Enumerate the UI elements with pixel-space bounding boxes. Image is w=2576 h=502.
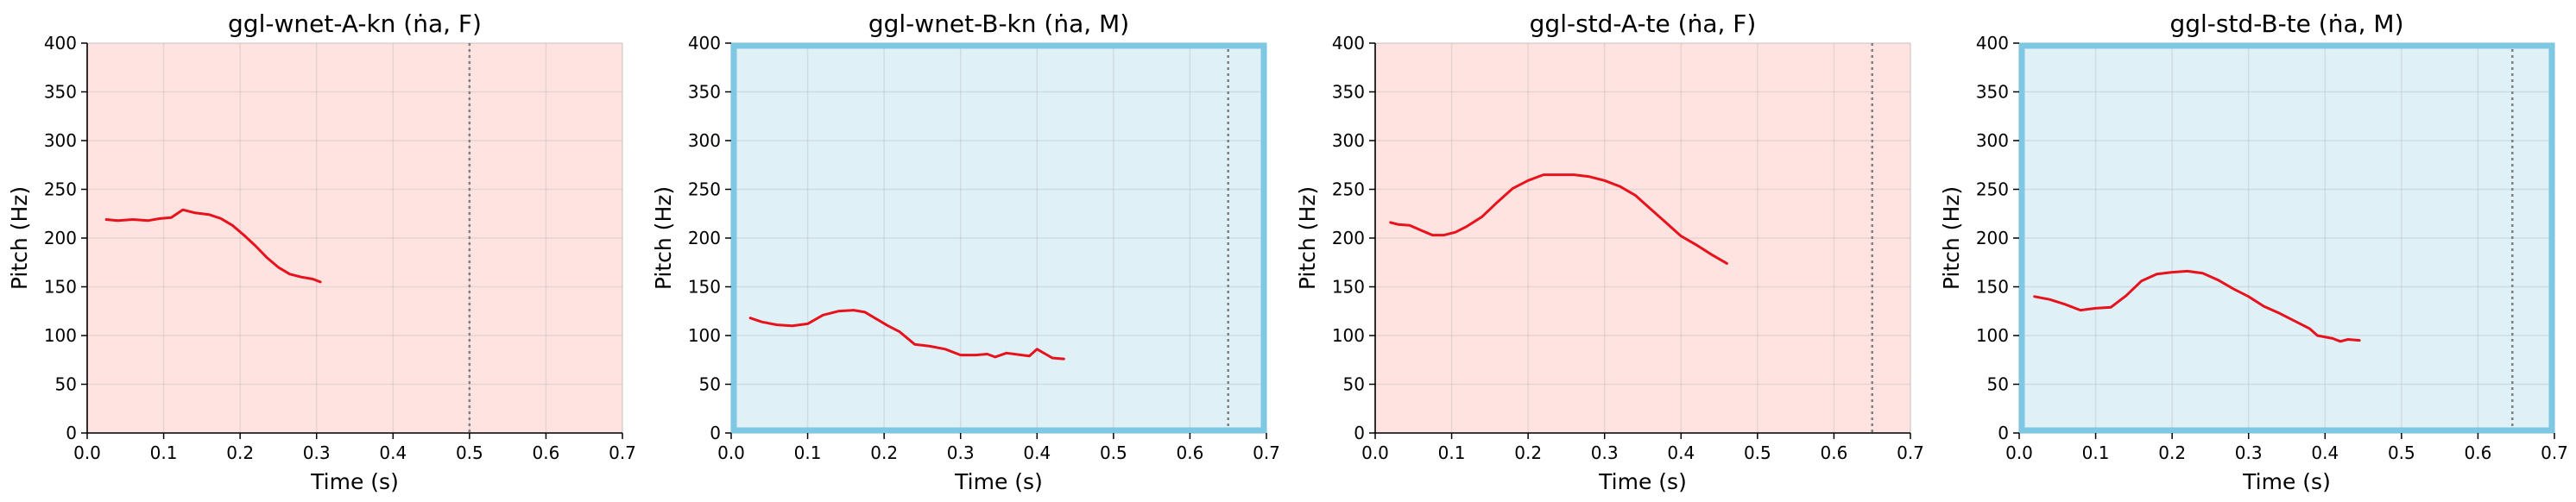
- x-tick-label: 0.0: [1361, 442, 1389, 463]
- plot-background: [2019, 43, 2554, 433]
- y-tick-label: 350: [688, 82, 721, 103]
- pitch-series-line: [1389, 173, 1728, 265]
- x-tick-label: 0.3: [2235, 442, 2263, 463]
- x-tick-label: 0.2: [1514, 442, 1542, 463]
- y-tick-label: 0: [1998, 423, 2009, 443]
- y-tick-label: 50: [1343, 374, 1365, 395]
- y-tick-label: 400: [1976, 33, 2009, 53]
- y-tick-label: 100: [1976, 325, 2009, 346]
- x-tick-label: 0.1: [2082, 442, 2110, 463]
- y-tick-label: 100: [1332, 325, 1365, 346]
- chart-title: ggl-wnet-A-kn (ṅa, F): [228, 9, 482, 38]
- y-tick-label: 350: [1976, 82, 2009, 103]
- x-tick-label: 0.7: [1897, 442, 1924, 463]
- y-axis-label: Pitch (Hz): [7, 186, 32, 290]
- y-tick-label: 300: [1332, 130, 1365, 151]
- x-tick-label: 0.5: [2388, 442, 2415, 463]
- y-tick-label: 200: [688, 228, 721, 248]
- chart-panel-2: 0.0 0.1 0.2 0.3 0.4 0.5 0.6 0.7 0 50 100 150 200 250 3…: [651, 9, 1280, 494]
- x-tick-label: 0.7: [2541, 442, 2568, 463]
- x-tick-label: 0.0: [2005, 442, 2033, 463]
- y-tick-label: 100: [44, 325, 77, 346]
- highlight-frame: [2018, 42, 2555, 434]
- y-tick-label: 200: [1976, 228, 2009, 248]
- x-tick-label: 0.4: [1667, 442, 1695, 463]
- x-tick-label: 0.6: [1821, 442, 1848, 463]
- y-tick-label: 400: [688, 33, 721, 53]
- chart-title: ggl-std-B-te (ṅa, M): [2169, 9, 2403, 38]
- y-tick-label: 150: [44, 277, 77, 298]
- x-tick-label: 0.5: [1100, 442, 1127, 463]
- x-tick-label: 0.6: [1177, 442, 1204, 463]
- x-axis-label: Time (s): [2242, 469, 2331, 494]
- y-tick-label: 200: [44, 228, 77, 248]
- x-tick-label: 0.0: [73, 442, 101, 463]
- y-tick-label: 400: [44, 33, 77, 53]
- y-tick-label: 300: [688, 130, 721, 151]
- y-tick-label: 300: [44, 130, 77, 151]
- y-axis-label: Pitch (Hz): [651, 186, 676, 290]
- x-tick-label: 0.7: [1253, 442, 1280, 463]
- plot-background: [87, 43, 622, 433]
- x-axis-label: Time (s): [310, 469, 399, 494]
- x-tick-label: 0.1: [1438, 442, 1466, 463]
- x-tick-label: 0.4: [379, 442, 407, 463]
- x-tick-label: 0.7: [609, 442, 636, 463]
- y-tick-label: 200: [1332, 228, 1365, 248]
- chart-panel-1: 0.0 0.1 0.2 0.3 0.4 0.5 0.6 0.7 0 50 100 150 200 250 3…: [7, 9, 636, 494]
- y-tick-label: 250: [1976, 179, 2009, 200]
- x-tick-label: 0.3: [947, 442, 975, 463]
- y-tick-label: 150: [1976, 277, 2009, 298]
- y-tick-label: 0: [710, 423, 721, 443]
- pitch-series-line: [748, 309, 1065, 361]
- y-tick-label: 50: [1987, 374, 2009, 395]
- x-tick-label: 0.1: [150, 442, 178, 463]
- plot-background: [1375, 43, 1910, 433]
- pitch-series-line: [104, 208, 322, 284]
- y-tick-label: 150: [1332, 277, 1365, 298]
- x-tick-label: 0.3: [1591, 442, 1619, 463]
- highlight-frame: [730, 42, 1267, 434]
- x-axis-label: Time (s): [954, 469, 1043, 494]
- chart-title: ggl-wnet-B-kn (ṅa, M): [868, 9, 1129, 38]
- y-tick-label: 350: [44, 82, 77, 103]
- y-tick-label: 400: [1332, 33, 1365, 53]
- x-tick-label: 0.4: [1023, 442, 1051, 463]
- x-tick-label: 0.0: [717, 442, 745, 463]
- y-tick-label: 50: [55, 374, 77, 395]
- y-tick-label: 250: [1332, 179, 1365, 200]
- y-tick-label: 0: [66, 423, 77, 443]
- x-axis-label: Time (s): [1598, 469, 1687, 494]
- y-axis-label: Pitch (Hz): [1295, 186, 1320, 290]
- x-tick-label: 0.1: [794, 442, 822, 463]
- x-tick-label: 0.3: [303, 442, 331, 463]
- grid: [730, 42, 1267, 434]
- y-tick-label: 50: [699, 374, 721, 395]
- x-tick-label: 0.5: [1744, 442, 1771, 463]
- chart-panel-3: 0.0 0.1 0.2 0.3 0.4 0.5 0.6 0.7 0 50 100 150 200 250 3…: [1295, 9, 1924, 494]
- y-tick-label: 250: [44, 179, 77, 200]
- x-tick-label: 0.6: [2465, 442, 2492, 463]
- x-tick-label: 0.2: [2158, 442, 2186, 463]
- y-tick-label: 350: [1332, 82, 1365, 103]
- y-axis-label: Pitch (Hz): [1939, 186, 1964, 290]
- x-tick-label: 0.4: [2311, 442, 2339, 463]
- x-tick-label: 0.2: [226, 442, 254, 463]
- x-tick-label: 0.5: [456, 442, 483, 463]
- pitch-series-line: [2033, 269, 2361, 343]
- y-tick-label: 250: [688, 179, 721, 200]
- chart-title: ggl-std-A-te (ṅa, F): [1530, 9, 1757, 38]
- y-tick-label: 150: [688, 277, 721, 298]
- x-tick-label: 0.6: [533, 442, 560, 463]
- y-tick-label: 300: [1976, 130, 2009, 151]
- chart-panel-4: 0.0 0.1 0.2 0.3 0.4 0.5 0.6 0.7 0 50 100 150 200 250 3…: [1939, 9, 2568, 494]
- y-tick-label: 0: [1354, 423, 1365, 443]
- y-tick-label: 100: [688, 325, 721, 346]
- x-tick-label: 0.2: [870, 442, 898, 463]
- plot-background: [731, 43, 1266, 433]
